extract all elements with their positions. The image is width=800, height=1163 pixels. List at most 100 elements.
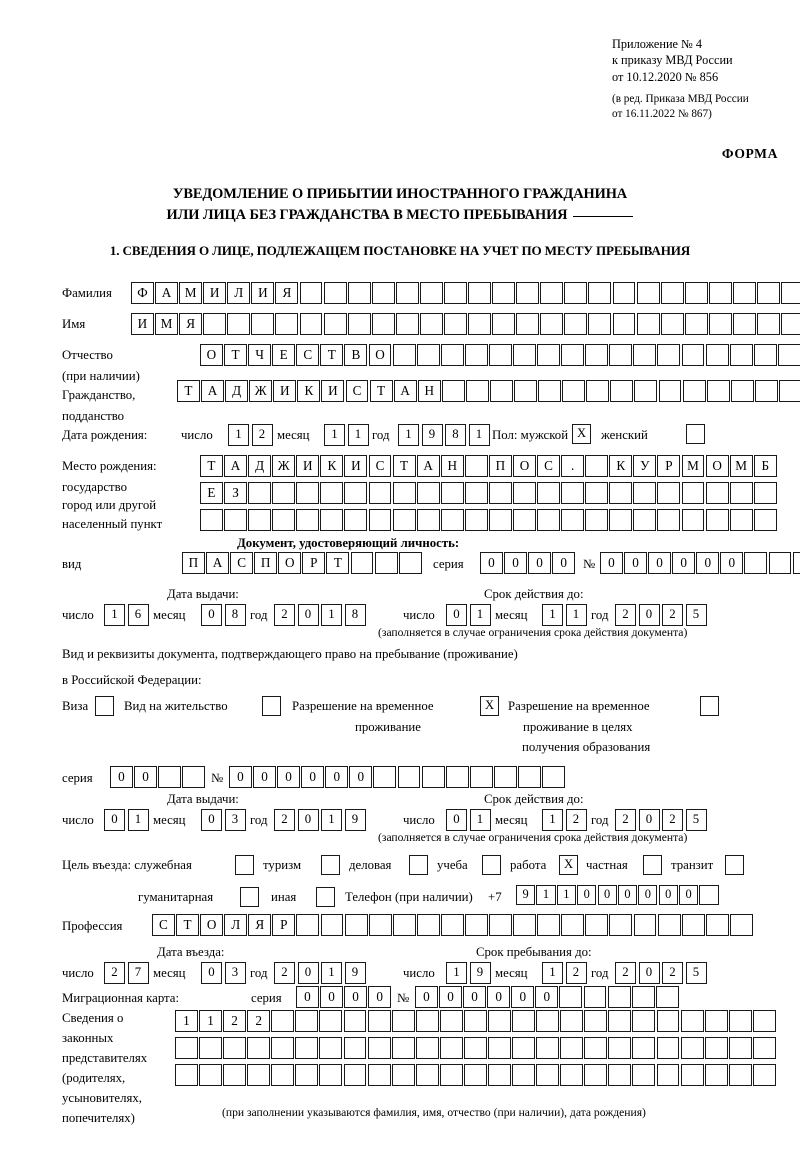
char-box[interactable]: П bbox=[488, 455, 512, 477]
digit-box[interactable]: 1 bbox=[446, 962, 467, 984]
char-box[interactable] bbox=[754, 380, 778, 402]
char-box[interactable]: К bbox=[320, 455, 344, 477]
char-box[interactable] bbox=[488, 344, 512, 366]
digit-box[interactable]: 8 bbox=[445, 424, 466, 446]
char-box[interactable] bbox=[439, 1010, 463, 1032]
char-box[interactable] bbox=[463, 1010, 487, 1032]
char-box[interactable]: 0 bbox=[679, 885, 699, 905]
char-box[interactable]: М bbox=[179, 282, 203, 304]
digit-box[interactable]: 2 bbox=[615, 962, 636, 984]
char-box[interactable]: 0 bbox=[320, 986, 343, 1008]
digit-box[interactable]: 1 bbox=[321, 809, 342, 831]
char-box[interactable] bbox=[247, 1064, 271, 1086]
char-box[interactable]: В bbox=[344, 344, 368, 366]
char-box[interactable] bbox=[392, 344, 416, 366]
char-box[interactable] bbox=[706, 380, 730, 402]
digit-box[interactable]: 2 bbox=[251, 424, 273, 446]
char-box[interactable] bbox=[271, 1037, 295, 1059]
char-box[interactable] bbox=[416, 914, 440, 936]
char-box[interactable] bbox=[465, 380, 489, 402]
digit-box[interactable]: 9 bbox=[344, 809, 366, 831]
char-box[interactable]: Р bbox=[657, 455, 681, 477]
char-box[interactable] bbox=[656, 1064, 680, 1086]
char-box[interactable] bbox=[536, 1064, 560, 1086]
digit-box[interactable]: 1 bbox=[228, 424, 249, 446]
char-box[interactable] bbox=[704, 1037, 728, 1059]
digit-box[interactable]: 0 bbox=[446, 809, 467, 831]
char-box[interactable]: Л bbox=[227, 282, 251, 304]
char-box[interactable] bbox=[392, 482, 416, 504]
char-box[interactable] bbox=[704, 1010, 728, 1032]
char-box[interactable]: 1 bbox=[536, 885, 556, 905]
digit-box[interactable]: 1 bbox=[542, 962, 563, 984]
char-box[interactable]: 0 bbox=[638, 885, 658, 905]
char-box[interactable] bbox=[537, 509, 560, 531]
char-box[interactable] bbox=[781, 282, 800, 304]
digit-box[interactable]: 1 bbox=[542, 604, 563, 626]
char-box[interactable] bbox=[536, 1037, 560, 1059]
digit-box[interactable]: 2 bbox=[615, 809, 636, 831]
char-box[interactable] bbox=[493, 766, 517, 788]
char-box[interactable] bbox=[368, 482, 392, 504]
char-box[interactable]: 0 bbox=[504, 552, 527, 574]
char-box[interactable]: 0 bbox=[439, 986, 462, 1008]
digit-box[interactable]: 1 bbox=[321, 604, 342, 626]
char-box[interactable] bbox=[681, 914, 705, 936]
char-box[interactable] bbox=[753, 482, 777, 504]
char-box[interactable] bbox=[537, 344, 560, 366]
char-box[interactable]: 0 bbox=[415, 986, 438, 1008]
char-box[interactable]: 0 bbox=[577, 885, 597, 905]
char-box[interactable]: 0 bbox=[480, 552, 503, 574]
char-box[interactable] bbox=[517, 766, 541, 788]
char-box[interactable]: 0 bbox=[658, 885, 678, 905]
digit-box[interactable]: 2 bbox=[104, 962, 125, 984]
char-box[interactable] bbox=[660, 313, 684, 335]
char-box[interactable] bbox=[753, 509, 777, 531]
char-box[interactable] bbox=[540, 282, 564, 304]
char-box[interactable] bbox=[465, 914, 488, 936]
char-box[interactable]: О bbox=[513, 455, 536, 477]
char-box[interactable]: Р bbox=[302, 552, 326, 574]
char-box[interactable] bbox=[708, 282, 732, 304]
char-box[interactable] bbox=[560, 1010, 584, 1032]
char-box[interactable]: И bbox=[251, 282, 275, 304]
char-box[interactable] bbox=[777, 344, 800, 366]
digit-box[interactable]: 5 bbox=[685, 809, 707, 831]
digit-box[interactable]: 9 bbox=[469, 962, 491, 984]
char-box[interactable] bbox=[537, 482, 560, 504]
purpose-official-checkbox[interactable] bbox=[235, 855, 254, 875]
char-box[interactable]: О bbox=[200, 914, 224, 936]
char-box[interactable] bbox=[633, 914, 657, 936]
char-box[interactable] bbox=[343, 1064, 367, 1086]
char-box[interactable] bbox=[561, 509, 585, 531]
char-box[interactable]: А bbox=[416, 455, 440, 477]
char-box[interactable] bbox=[343, 1037, 367, 1059]
char-box[interactable]: Л bbox=[224, 914, 248, 936]
temp-residence-checkbox[interactable]: X bbox=[480, 696, 499, 716]
char-box[interactable] bbox=[729, 344, 753, 366]
char-box[interactable] bbox=[634, 380, 658, 402]
digit-box[interactable]: 7 bbox=[127, 962, 149, 984]
char-box[interactable] bbox=[708, 313, 732, 335]
char-box[interactable] bbox=[561, 914, 585, 936]
char-box[interactable] bbox=[319, 1010, 343, 1032]
char-box[interactable] bbox=[705, 344, 729, 366]
char-box[interactable]: 0 bbox=[277, 766, 301, 788]
digit-box[interactable]: 1 bbox=[324, 424, 345, 446]
digit-box[interactable]: 5 bbox=[685, 604, 707, 626]
char-box[interactable]: А bbox=[393, 380, 417, 402]
char-box[interactable] bbox=[560, 1064, 584, 1086]
char-box[interactable] bbox=[636, 282, 660, 304]
char-box[interactable]: 0 bbox=[535, 986, 559, 1008]
char-box[interactable] bbox=[320, 509, 344, 531]
char-box[interactable]: 0 bbox=[253, 766, 276, 788]
